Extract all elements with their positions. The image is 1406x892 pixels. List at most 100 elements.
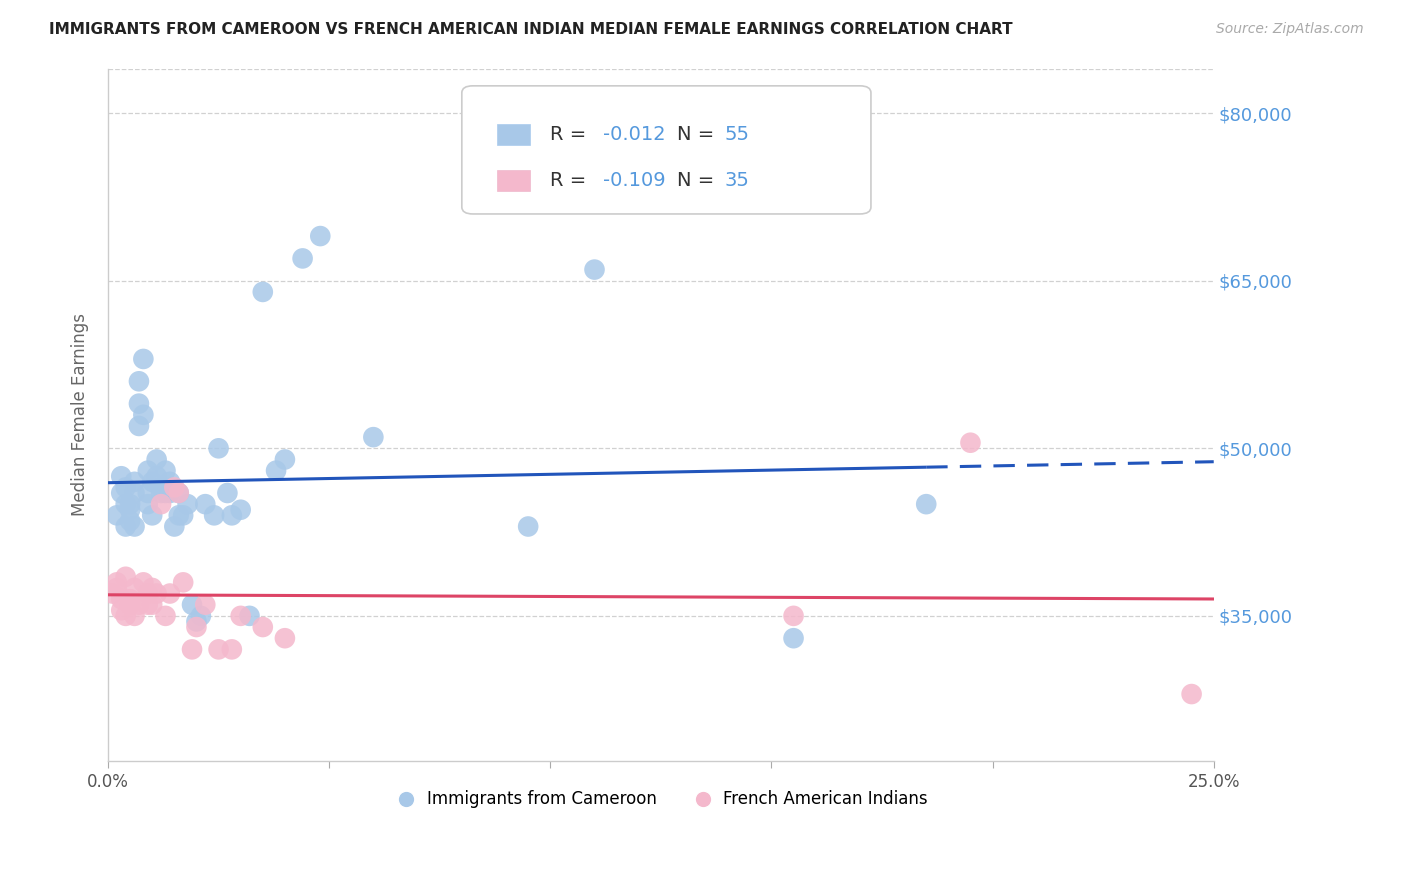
Point — [128, 374, 150, 388]
Point — [110, 469, 132, 483]
Point — [132, 408, 155, 422]
Point — [252, 285, 274, 299]
Point — [163, 519, 186, 533]
Point — [128, 598, 150, 612]
Point — [167, 508, 190, 523]
Point — [190, 608, 212, 623]
Point — [105, 575, 128, 590]
Point — [915, 497, 938, 511]
FancyBboxPatch shape — [461, 86, 870, 214]
Point — [136, 497, 159, 511]
Point — [114, 497, 136, 511]
Point — [167, 486, 190, 500]
Y-axis label: Median Female Earnings: Median Female Earnings — [72, 313, 89, 516]
Point — [202, 508, 225, 523]
Point — [207, 442, 229, 456]
Point — [114, 480, 136, 494]
Point — [159, 475, 181, 489]
Legend: Immigrants from Cameroon, French American Indians: Immigrants from Cameroon, French America… — [387, 784, 935, 815]
Point — [186, 620, 208, 634]
Point — [221, 642, 243, 657]
Point — [150, 497, 173, 511]
Point — [141, 581, 163, 595]
Point — [141, 508, 163, 523]
Point — [132, 575, 155, 590]
Point — [120, 598, 142, 612]
Point — [145, 586, 167, 600]
Point — [141, 475, 163, 489]
Point — [110, 592, 132, 607]
Point — [132, 351, 155, 366]
Point — [120, 592, 142, 607]
Point — [114, 570, 136, 584]
Point — [128, 419, 150, 434]
Text: R =: R = — [550, 125, 593, 144]
Point — [110, 603, 132, 617]
Point — [145, 452, 167, 467]
Point — [150, 480, 173, 494]
Point — [155, 464, 177, 478]
Point — [1181, 687, 1204, 701]
Point — [238, 608, 260, 623]
Point — [291, 252, 314, 266]
Point — [172, 508, 194, 523]
Point — [159, 486, 181, 500]
Point — [229, 502, 252, 516]
Point — [309, 229, 332, 244]
FancyBboxPatch shape — [498, 170, 530, 191]
Text: -0.109: -0.109 — [603, 171, 666, 190]
FancyBboxPatch shape — [498, 124, 530, 145]
Point — [114, 519, 136, 533]
Point — [145, 469, 167, 483]
Point — [124, 475, 146, 489]
Point — [128, 396, 150, 410]
Point — [124, 608, 146, 623]
Point — [221, 508, 243, 523]
Text: -0.012: -0.012 — [603, 125, 666, 144]
Point — [194, 497, 217, 511]
Point — [583, 262, 606, 277]
Point — [959, 435, 981, 450]
Point — [176, 497, 198, 511]
Point — [207, 642, 229, 657]
Point — [517, 519, 540, 533]
Point — [782, 608, 804, 623]
Text: N =: N = — [678, 171, 721, 190]
Point — [136, 464, 159, 478]
Text: IMMIGRANTS FROM CAMEROON VS FRENCH AMERICAN INDIAN MEDIAN FEMALE EARNINGS CORREL: IMMIGRANTS FROM CAMEROON VS FRENCH AMERI… — [49, 22, 1012, 37]
Point — [274, 631, 297, 645]
Point — [167, 486, 190, 500]
Point — [194, 598, 217, 612]
Point — [150, 486, 173, 500]
Point — [105, 581, 128, 595]
Point — [172, 575, 194, 590]
Point — [105, 508, 128, 523]
Point — [155, 608, 177, 623]
Point — [114, 608, 136, 623]
Point — [181, 642, 204, 657]
Point — [274, 452, 297, 467]
Point — [155, 486, 177, 500]
Point — [101, 586, 124, 600]
Point — [124, 486, 146, 500]
Point — [110, 486, 132, 500]
Point — [181, 598, 204, 612]
Point — [159, 586, 181, 600]
Point — [363, 430, 385, 444]
Point — [186, 615, 208, 629]
Text: Source: ZipAtlas.com: Source: ZipAtlas.com — [1216, 22, 1364, 37]
Point — [124, 581, 146, 595]
Point — [782, 631, 804, 645]
Point — [217, 486, 239, 500]
Point — [120, 502, 142, 516]
Point — [136, 598, 159, 612]
Point — [124, 519, 146, 533]
Point — [264, 464, 287, 478]
Text: 55: 55 — [725, 125, 749, 144]
Text: R =: R = — [550, 171, 593, 190]
Text: 35: 35 — [725, 171, 749, 190]
Text: N =: N = — [678, 125, 721, 144]
Point — [136, 586, 159, 600]
Point — [120, 497, 142, 511]
Point — [229, 608, 252, 623]
